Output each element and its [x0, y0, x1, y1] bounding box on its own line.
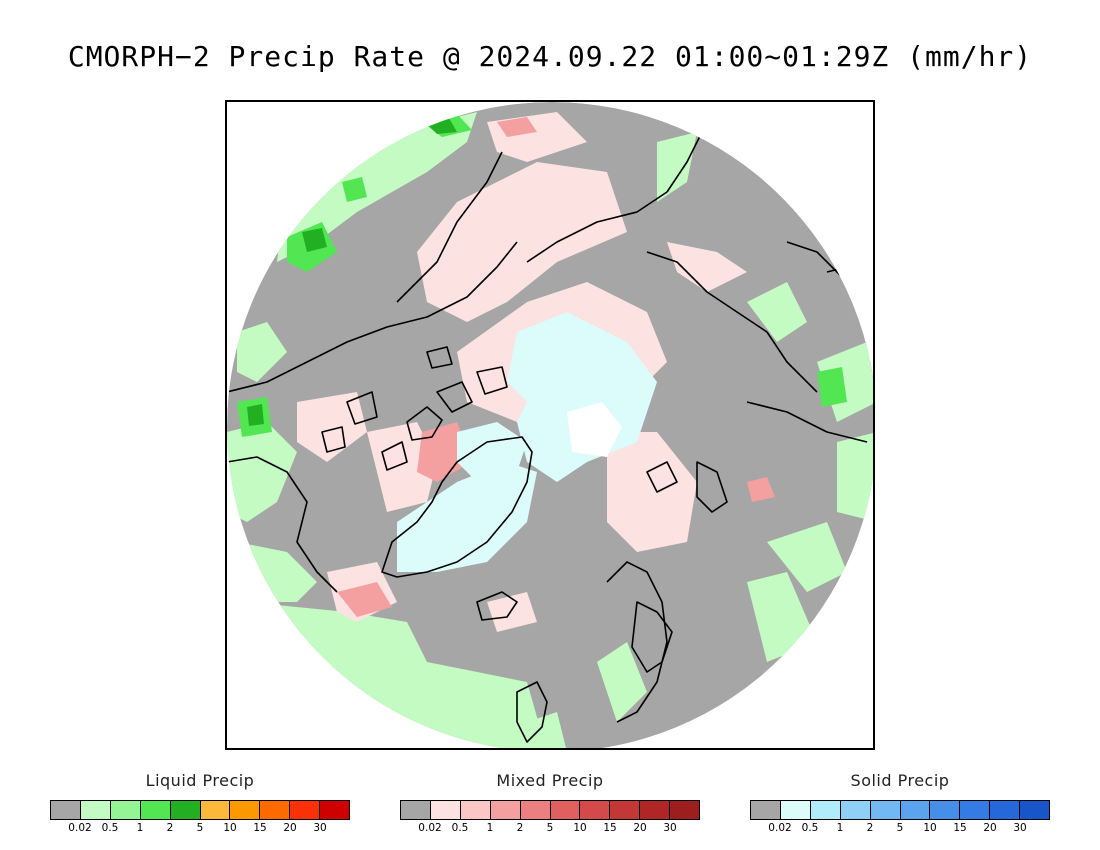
legend-swatch: [520, 801, 551, 819]
legend-swatch: [640, 801, 671, 819]
solid-light-regions: [397, 312, 657, 572]
legend-tick: 5: [196, 822, 204, 834]
legend-swatch: [230, 801, 261, 819]
polar-map: [225, 100, 875, 750]
legend-swatch: [960, 801, 991, 819]
legend-ticks: 0.02 0.5 1 2 5 10 15 20 30: [750, 822, 1050, 836]
legend-tick: 10: [223, 822, 237, 834]
legend-tick: 30: [313, 822, 327, 834]
legend-tick: 10: [573, 822, 587, 834]
legend-swatch: [490, 801, 521, 819]
legend-swatch: [1020, 801, 1050, 819]
legend-swatch: [550, 801, 581, 819]
legend-swatches: [50, 800, 350, 820]
legend-title: Solid Precip: [850, 771, 950, 790]
legend-tick: 0.5: [101, 822, 119, 834]
legend-swatch: [260, 801, 291, 819]
legend-title: Mixed Precip: [496, 771, 604, 790]
legend-title: Liquid Precip: [145, 771, 255, 790]
legend-tick: 15: [953, 822, 967, 834]
legend-tick: 0.02: [768, 822, 792, 834]
legend-swatch: [580, 801, 611, 819]
legend-swatch: [80, 801, 111, 819]
legend-swatch: [401, 801, 431, 819]
legend-swatch: [200, 801, 231, 819]
coastlines: [227, 131, 868, 743]
legend-swatch: [870, 801, 901, 819]
legend-tick: 15: [603, 822, 617, 834]
legend-tick: 5: [546, 822, 554, 834]
legend-swatch: [780, 801, 811, 819]
legend-tick: 20: [633, 822, 647, 834]
polar-precip-map: [227, 102, 873, 748]
legend-tick: 2: [166, 822, 174, 834]
solid-white-core: [567, 402, 622, 457]
legend-swatches: [400, 800, 700, 820]
liquid-light-regions: [227, 107, 873, 748]
legend-swatch: [610, 801, 641, 819]
legend-tick: 20: [283, 822, 297, 834]
legend-ticks: 0.02 0.5 1 2 5 10 15 20 30: [50, 822, 350, 836]
legend-swatch: [990, 801, 1021, 819]
legend-swatch: [110, 801, 141, 819]
legend-tick: 0.5: [801, 822, 819, 834]
map-title: CMORPH−2 Precip Rate @ 2024.09.22 01:00~…: [67, 40, 1033, 73]
legend-swatch: [751, 801, 781, 819]
legend-swatch: [51, 801, 81, 819]
legend-tick: 1: [836, 822, 844, 834]
legend-tick: 0.5: [451, 822, 469, 834]
legend-tick: 1: [486, 822, 494, 834]
legend-tick: 20: [983, 822, 997, 834]
legend-tick: 5: [896, 822, 904, 834]
legend-tick: 2: [516, 822, 524, 834]
legend-swatch: [320, 801, 350, 819]
legend-tick: 2: [866, 822, 874, 834]
legend-swatch: [170, 801, 201, 819]
legend-swatch: [290, 801, 321, 819]
legend-swatch: [140, 801, 171, 819]
legend-tick: 30: [1013, 822, 1027, 834]
legend-mixed: Mixed Precip 0.02 0.5 1 2 5 10 15 20 30: [400, 770, 700, 834]
legend-tick: 10: [923, 822, 937, 834]
legend-ticks: 0.02 0.5 1 2 5 10 15 20 30: [400, 822, 700, 836]
legend-liquid: Liquid Precip 0.02 0.5 1 2 5 10 15 20 30: [50, 770, 350, 834]
legend-swatch: [810, 801, 841, 819]
legend-tick: 0.02: [418, 822, 442, 834]
legend-swatch: [430, 801, 461, 819]
legend-swatch: [930, 801, 961, 819]
legend-swatches: [750, 800, 1050, 820]
legend-solid: Solid Precip 0.02 0.5 1 2 5 10 15 20 30: [750, 770, 1050, 834]
legend-tick: 30: [663, 822, 677, 834]
legend-swatch: [900, 801, 931, 819]
legend-tick: 15: [253, 822, 267, 834]
legend-swatch: [670, 801, 700, 819]
legend-tick: 1: [136, 822, 144, 834]
legend-swatch: [840, 801, 871, 819]
legend-swatch: [460, 801, 491, 819]
legend-tick: 0.02: [68, 822, 92, 834]
